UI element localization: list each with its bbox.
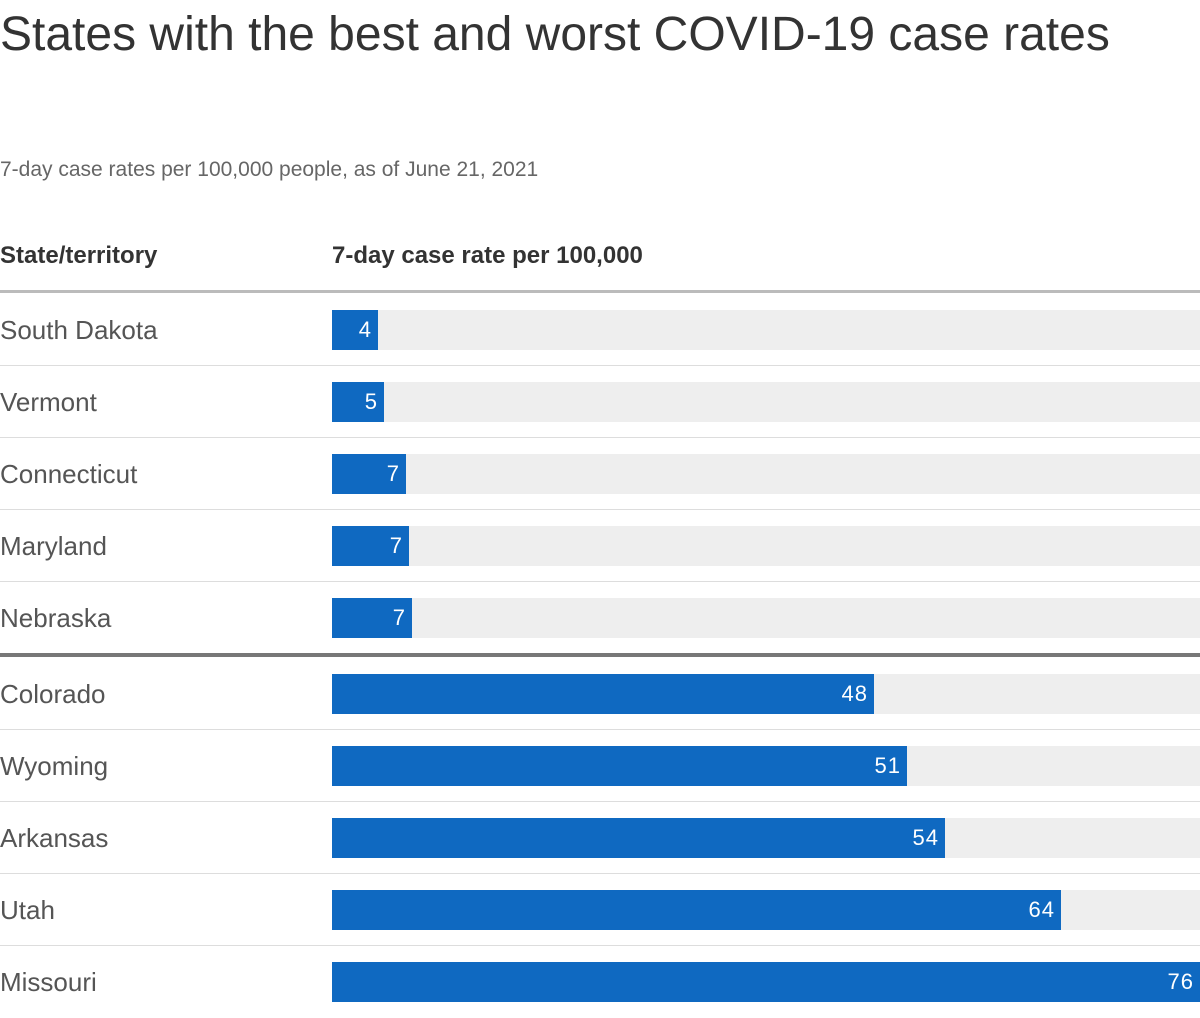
bar-value-label: 5 (364, 389, 378, 414)
chart-title: States with the best and worst COVID-19 … (0, 8, 1110, 61)
bar-row: Missouri 76 (0, 946, 1200, 1018)
bar: 7 (332, 526, 409, 566)
bar-value-label: 54 (912, 825, 939, 850)
bar-row: Maryland 7 (0, 510, 1200, 582)
rate-column-header: 7-day case rate per 100,000 (332, 242, 643, 269)
state-label: Nebraska (0, 603, 112, 633)
bar-track: 7 (332, 598, 1200, 638)
bar: 48 (332, 674, 874, 714)
bar-row: Connecticut 7 (0, 438, 1200, 510)
row-divider (0, 945, 1200, 946)
bar-value-label: 7 (389, 533, 403, 558)
bar-track: 48 (332, 674, 1200, 714)
bar: 51 (332, 746, 907, 786)
bar: 7 (332, 598, 412, 638)
bar-row: Nebraska 7 (0, 582, 1200, 654)
bar-track: 5 (332, 382, 1200, 422)
bar-row: Utah 64 (0, 874, 1200, 946)
row-divider (0, 509, 1200, 510)
state-label: Maryland (0, 531, 107, 561)
bar-row: Arkansas 54 (0, 802, 1200, 874)
bar-value-label: 7 (392, 605, 406, 630)
bar: 5 (332, 382, 384, 422)
header-divider (0, 290, 1200, 293)
bar: 4 (332, 310, 378, 350)
bar-track: 76 (332, 962, 1200, 1002)
bar: 7 (332, 454, 406, 494)
state-label: Connecticut (0, 459, 138, 489)
row-divider (0, 873, 1200, 874)
group-divider (0, 653, 1200, 657)
state-label: Colorado (0, 679, 106, 709)
bar-track: 4 (332, 310, 1200, 350)
bar-value-label: 48 (841, 681, 868, 706)
bar-value-label: 51 (874, 753, 901, 778)
bar-value-label: 64 (1028, 897, 1055, 922)
state-label: Missouri (0, 967, 97, 997)
state-column-header: State/territory (0, 242, 158, 269)
bar: 64 (332, 890, 1061, 930)
bar-track: 54 (332, 818, 1200, 858)
bar-value-label: 4 (358, 317, 372, 342)
bar-value-label: 76 (1167, 969, 1194, 994)
bar-value-label: 7 (386, 461, 400, 486)
bar-track: 64 (332, 890, 1200, 930)
chart-subtitle: 7-day case rates per 100,000 people, as … (0, 158, 539, 181)
row-divider (0, 729, 1200, 730)
bar-row: Vermont 5 (0, 366, 1200, 438)
bar-row: South Dakota 4 (0, 294, 1200, 366)
bar-row: Wyoming 51 (0, 730, 1200, 802)
row-divider (0, 365, 1200, 366)
bar-track: 7 (332, 526, 1200, 566)
state-label: Wyoming (0, 751, 109, 781)
state-label: Arkansas (0, 823, 109, 853)
state-label: Vermont (0, 387, 97, 417)
bar-row: Colorado 48 (0, 658, 1200, 730)
row-divider (0, 801, 1200, 802)
row-divider (0, 581, 1200, 582)
row-divider (0, 437, 1200, 438)
bar-track: 7 (332, 454, 1200, 494)
state-label: South Dakota (0, 315, 158, 345)
bar-track: 51 (332, 746, 1200, 786)
state-label: Utah (0, 895, 55, 925)
bar: 76 (332, 962, 1200, 1002)
bar: 54 (332, 818, 945, 858)
